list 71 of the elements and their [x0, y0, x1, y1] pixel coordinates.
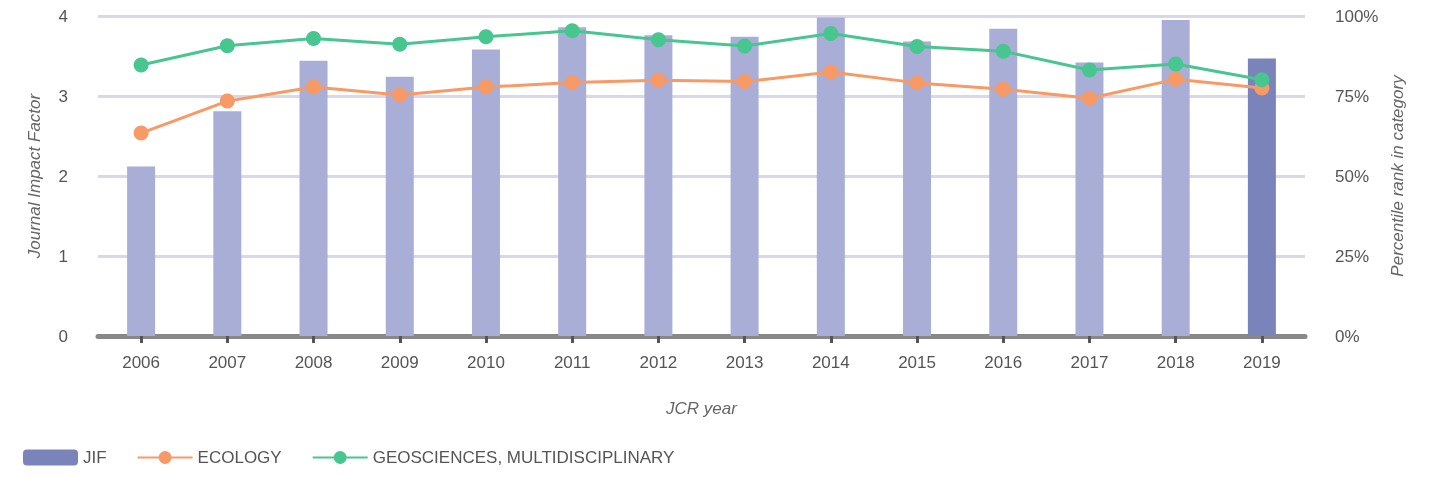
point — [909, 75, 925, 91]
y2-tick-label: 25% — [1335, 246, 1370, 266]
x-tick-label: 2014 — [811, 353, 850, 372]
x-tick-label: 2016 — [984, 353, 1023, 372]
point — [133, 125, 149, 141]
x-tick-label: 2013 — [725, 353, 764, 372]
bar — [1247, 58, 1276, 336]
x-tick-label: 2019 — [1242, 353, 1281, 372]
point — [478, 79, 494, 95]
bar — [213, 111, 242, 336]
point — [995, 81, 1011, 97]
point — [1168, 56, 1184, 72]
bar — [558, 27, 587, 336]
point — [478, 29, 494, 45]
x-tick-label: 2007 — [208, 353, 247, 372]
y-tick-label: 4 — [58, 6, 68, 26]
legend-label: GEOSCIENCES, MULTIDISCIPLINARY — [372, 448, 675, 467]
point — [392, 87, 408, 103]
y2-tick-label: 50% — [1335, 166, 1370, 186]
point — [823, 64, 839, 80]
point — [306, 30, 322, 46]
y2-tick-label: 0% — [1335, 326, 1360, 346]
x-tick-label: 2017 — [1070, 353, 1109, 372]
bar — [816, 17, 845, 336]
bar — [644, 35, 673, 336]
point — [392, 36, 408, 52]
legend-label: ECOLOGY — [197, 448, 282, 467]
point — [995, 43, 1011, 59]
point — [1254, 72, 1270, 88]
point — [133, 57, 149, 73]
y-tick-label: 3 — [58, 86, 68, 106]
bar — [471, 49, 500, 336]
y-tick-label: 2 — [58, 166, 68, 186]
bar — [127, 166, 156, 336]
x-tick-label: 2011 — [553, 353, 591, 372]
legend-label: JIF — [83, 448, 107, 467]
x-tick-label: 2006 — [122, 353, 161, 372]
x-tick-label: 2018 — [1156, 353, 1195, 372]
y-axis-title: Journal Impact Factor — [25, 92, 44, 260]
x-axis-title: JCR year — [665, 399, 739, 418]
point — [1081, 90, 1097, 106]
bar — [1075, 62, 1104, 336]
point — [219, 38, 235, 54]
point — [564, 75, 580, 91]
x-tick-label: 2010 — [467, 353, 505, 372]
bar — [730, 36, 759, 336]
y2-tick-label: 100% — [1335, 6, 1379, 26]
point — [1168, 71, 1184, 87]
bar — [1161, 20, 1190, 336]
bar — [299, 60, 328, 336]
point — [909, 38, 925, 54]
y-tick-label: 1 — [58, 246, 68, 266]
point — [564, 23, 580, 39]
y2-tick-label: 75% — [1335, 86, 1370, 106]
x-tick-label: 2008 — [294, 353, 333, 372]
point — [306, 79, 322, 95]
bar — [903, 41, 932, 336]
y2-axis-title: Percentile rank in category — [1388, 73, 1408, 277]
point — [823, 26, 839, 42]
bar — [385, 76, 414, 336]
point — [650, 72, 666, 88]
point — [737, 74, 753, 90]
point — [219, 93, 235, 109]
bar — [989, 28, 1018, 336]
x-tick-label: 2009 — [380, 353, 419, 372]
point — [737, 38, 753, 54]
y-tick-label: 0 — [58, 326, 68, 346]
point — [650, 32, 666, 48]
point — [1081, 62, 1097, 78]
x-tick-label: 2012 — [639, 353, 678, 372]
x-tick-label: 2015 — [898, 353, 936, 372]
